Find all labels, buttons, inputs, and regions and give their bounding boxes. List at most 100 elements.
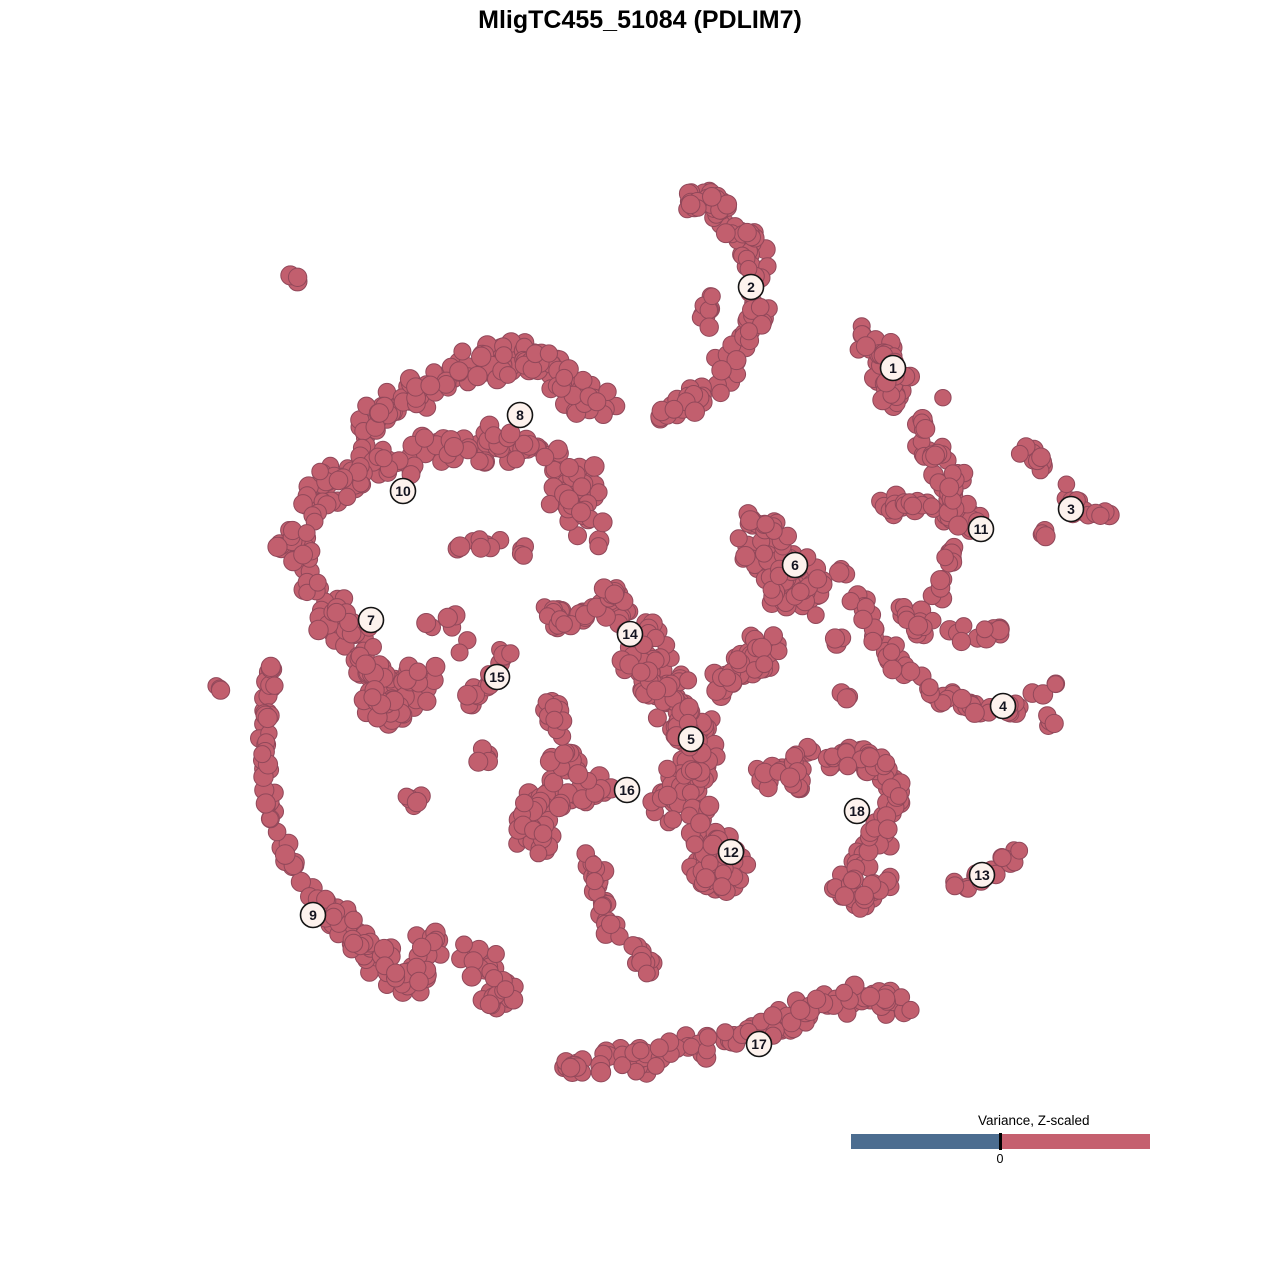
data-point (590, 1062, 612, 1083)
data-point (443, 437, 464, 457)
data-point (647, 1057, 665, 1075)
data-point (470, 451, 489, 471)
data-point (548, 796, 570, 818)
data-point (416, 613, 437, 633)
data-point (948, 515, 969, 536)
data-point (735, 546, 756, 567)
legend-colorbar-negative (851, 1134, 1000, 1149)
data-point (835, 983, 853, 1002)
data-point (930, 570, 951, 591)
cluster-label-text: 7 (367, 612, 375, 628)
data-point (449, 361, 469, 382)
data-point (287, 267, 308, 287)
data-point (455, 935, 473, 954)
data-point (785, 747, 804, 766)
data-point (386, 963, 406, 983)
data-point (649, 1038, 669, 1058)
data-point (756, 515, 775, 534)
cluster-label-text: 11 (974, 521, 989, 537)
cluster-label-circle (989, 692, 1017, 720)
data-point (467, 366, 488, 387)
data-point (515, 793, 534, 813)
cluster-label-text: 13 (974, 867, 990, 883)
data-point (324, 907, 343, 926)
data-point (726, 350, 747, 371)
data-point (540, 495, 560, 514)
data-point (468, 751, 489, 772)
data-point (257, 707, 278, 729)
data-point (425, 656, 446, 677)
data-point (486, 945, 505, 963)
cluster-label-1: 1 (879, 354, 907, 382)
data-point (699, 795, 720, 816)
data-point (690, 813, 711, 834)
data-point (1031, 447, 1051, 468)
data-point (934, 389, 952, 407)
data-point (543, 772, 564, 793)
data-point (290, 871, 311, 893)
legend-title: Variance, Z-scaled (978, 1113, 1090, 1128)
legend-zero-tick (999, 1133, 1002, 1150)
data-point (878, 819, 898, 840)
data-point (859, 747, 880, 768)
data-point (554, 744, 574, 764)
cluster-label-circle (781, 551, 809, 579)
data-point (499, 366, 517, 384)
data-point (479, 994, 500, 1015)
cluster-label-text: 3 (1067, 501, 1075, 517)
cluster-label-circle (737, 273, 765, 301)
cluster-label-text: 2 (747, 279, 755, 295)
data-point (587, 392, 607, 412)
data-point (718, 668, 737, 687)
data-point (695, 868, 716, 889)
data-point (328, 470, 349, 491)
data-point (461, 966, 482, 987)
data-point (1091, 506, 1110, 525)
data-point (559, 458, 579, 478)
data-point (514, 434, 534, 454)
data-point (920, 678, 939, 697)
cluster-label-12: 12 (717, 838, 745, 866)
data-point (751, 637, 773, 659)
data-point (854, 885, 874, 906)
data-point (698, 1028, 718, 1047)
data-point (882, 659, 903, 680)
data-point (860, 986, 880, 1007)
data-point (755, 655, 774, 674)
data-point (712, 877, 732, 896)
cluster-label-circle (616, 620, 644, 648)
data-point (338, 487, 357, 506)
cluster-label-text: 10 (395, 483, 411, 499)
data-point (584, 456, 605, 477)
data-point (545, 710, 564, 729)
cluster-label-7: 7 (357, 606, 385, 634)
data-point (882, 643, 901, 661)
data-point (539, 344, 559, 363)
data-point (702, 187, 722, 207)
data-point (1010, 444, 1029, 463)
data-point (716, 1023, 735, 1042)
data-point (484, 969, 504, 988)
data-point (877, 754, 896, 773)
data-point (417, 691, 437, 711)
cluster-label-circle (843, 797, 871, 825)
data-point (829, 562, 850, 583)
data-point (843, 871, 862, 890)
data-point (506, 450, 525, 469)
data-point (560, 1057, 581, 1078)
data-point (711, 360, 732, 381)
cluster-label-text: 1 (889, 360, 897, 376)
cluster-label-circle (357, 606, 385, 634)
data-point (529, 844, 548, 863)
data-point (308, 573, 327, 592)
data-point (951, 688, 972, 709)
data-point (806, 606, 825, 624)
data-point (1046, 675, 1065, 693)
cluster-label-circle (613, 776, 641, 804)
data-point (682, 1037, 701, 1056)
data-point (535, 447, 555, 467)
cluster-label-text: 18 (849, 803, 865, 819)
legend-zero-label: 0 (996, 1152, 1004, 1166)
data-point (414, 428, 435, 448)
data-point (915, 419, 936, 439)
